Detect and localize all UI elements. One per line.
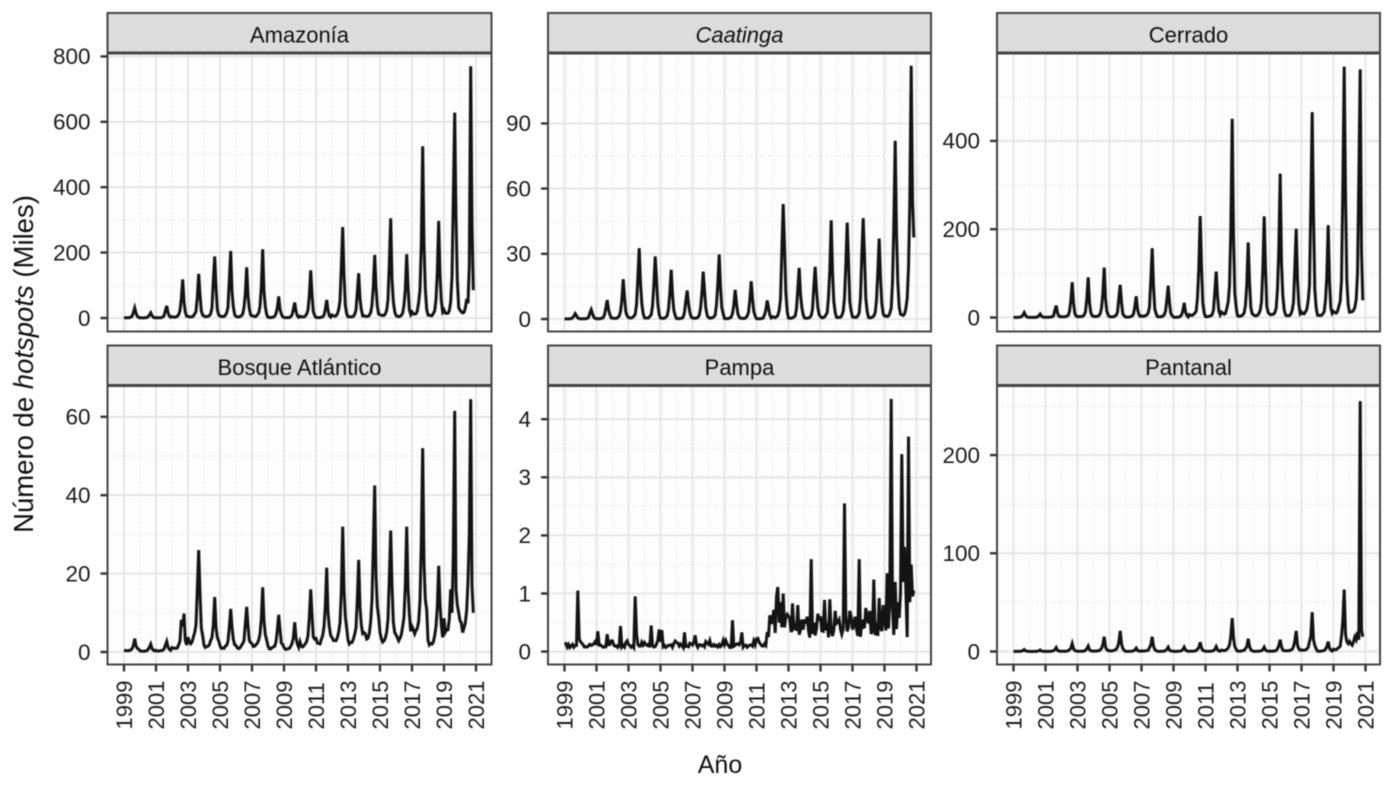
svg-text:Cerrado: Cerrado	[1149, 23, 1228, 48]
svg-text:2005: 2005	[208, 681, 233, 730]
svg-text:2009: 2009	[272, 681, 297, 730]
svg-text:60: 60	[65, 405, 90, 430]
svg-text:2003: 2003	[1065, 681, 1090, 730]
svg-text:4: 4	[518, 407, 531, 432]
svg-text:2007: 2007	[680, 681, 705, 730]
svg-text:2015: 2015	[1257, 681, 1282, 730]
svg-text:2021: 2021	[904, 681, 929, 730]
svg-text:2005: 2005	[648, 681, 673, 730]
svg-text:400: 400	[942, 129, 980, 154]
svg-text:2019: 2019	[432, 681, 457, 730]
svg-text:1999: 1999	[552, 681, 577, 730]
svg-text:0: 0	[518, 639, 531, 664]
svg-text:0: 0	[518, 307, 531, 332]
svg-text:30: 30	[506, 242, 531, 267]
svg-text:2001: 2001	[584, 681, 609, 730]
svg-text:2015: 2015	[808, 681, 833, 730]
svg-text:3: 3	[518, 465, 531, 490]
svg-text:Pantanal: Pantanal	[1145, 355, 1232, 380]
svg-text:Número de hotspots (Miles): Número de hotspots (Miles)	[8, 195, 39, 533]
svg-text:0: 0	[967, 639, 980, 664]
svg-text:Bosque Atlántico: Bosque Atlántico	[218, 355, 382, 380]
svg-text:1: 1	[518, 581, 531, 606]
svg-text:2007: 2007	[240, 681, 265, 730]
svg-text:Amazonía: Amazonía	[250, 23, 350, 48]
svg-text:2009: 2009	[1161, 681, 1186, 730]
svg-text:90: 90	[506, 111, 531, 136]
svg-text:2011: 2011	[304, 682, 329, 729]
svg-text:1999: 1999	[1001, 681, 1026, 730]
svg-text:2015: 2015	[368, 681, 393, 730]
svg-text:2013: 2013	[336, 681, 361, 730]
svg-text:2001: 2001	[1033, 681, 1058, 730]
svg-text:400: 400	[53, 175, 91, 200]
svg-text:40: 40	[65, 483, 90, 508]
svg-text:20: 20	[65, 561, 90, 586]
svg-text:600: 600	[53, 110, 91, 135]
svg-text:Año: Año	[698, 751, 742, 779]
svg-text:2013: 2013	[1225, 681, 1250, 730]
svg-text:2017: 2017	[400, 681, 425, 730]
svg-text:60: 60	[506, 176, 531, 201]
svg-text:100: 100	[942, 541, 980, 566]
svg-text:Caatinga: Caatinga	[695, 23, 783, 48]
svg-text:2017: 2017	[840, 681, 865, 730]
svg-text:2011: 2011	[1193, 682, 1218, 729]
svg-text:2021: 2021	[464, 681, 489, 730]
svg-text:2001: 2001	[144, 681, 169, 730]
svg-text:2003: 2003	[616, 681, 641, 730]
svg-text:2013: 2013	[776, 681, 801, 730]
svg-text:0: 0	[78, 640, 91, 665]
svg-text:2003: 2003	[176, 681, 201, 730]
svg-text:2: 2	[518, 523, 531, 548]
svg-text:2019: 2019	[1321, 681, 1346, 730]
svg-text:2017: 2017	[1289, 681, 1314, 730]
svg-text:0: 0	[78, 306, 91, 331]
svg-text:Pampa: Pampa	[705, 355, 775, 380]
svg-text:0: 0	[967, 305, 980, 330]
svg-text:200: 200	[942, 443, 980, 468]
svg-text:800: 800	[53, 44, 91, 69]
svg-text:2005: 2005	[1097, 681, 1122, 730]
svg-text:2019: 2019	[872, 681, 897, 730]
svg-text:2021: 2021	[1353, 681, 1378, 730]
svg-text:200: 200	[53, 240, 91, 265]
svg-text:2007: 2007	[1129, 681, 1154, 730]
svg-text:2009: 2009	[712, 681, 737, 730]
svg-text:1999: 1999	[112, 681, 137, 730]
svg-text:200: 200	[942, 217, 980, 242]
svg-text:2011: 2011	[744, 682, 769, 729]
